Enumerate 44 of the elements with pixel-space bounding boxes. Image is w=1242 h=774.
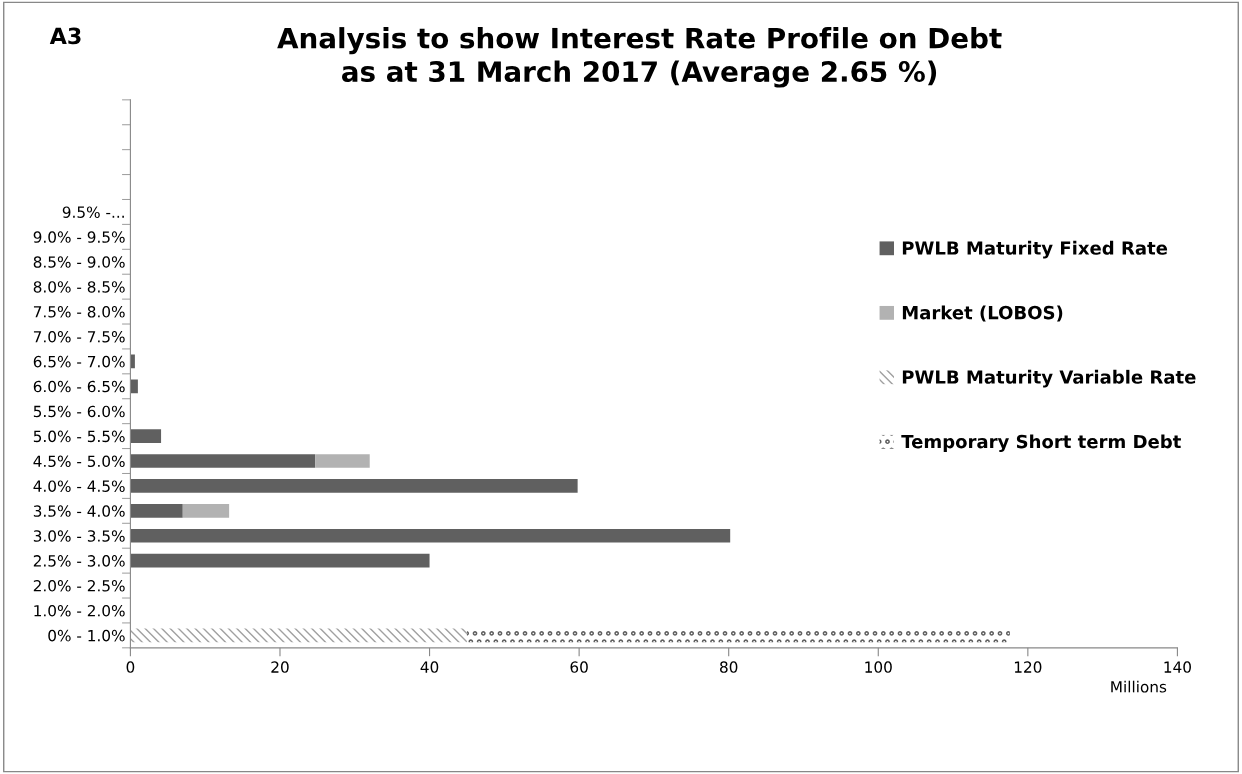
x-tick-label: 140 <box>1164 661 1191 673</box>
legend-label: PWLB Maturity Variable Rate <box>902 369 1196 388</box>
legend-label: Temporary Short term Debt <box>901 434 1181 453</box>
y-tick-label: 6.5% - 7.0% <box>33 355 125 368</box>
y-tick-label: 4.5% - 5.0% <box>33 455 125 468</box>
chart-title: Analysis to show Interest Rate Profile on Debt as at 31 March 2017 (Average 2.65 %) <box>277 27 1002 88</box>
y-tick-label: 7.0% - 7.5% <box>33 330 125 343</box>
x-tick-label: 80 <box>720 661 738 673</box>
y-tick-label: 1.0% - 2.0% <box>34 604 125 617</box>
bar <box>315 454 370 468</box>
x-tick-label: 120 <box>1014 661 1042 673</box>
y-tick-label: 8.0% - 8.5% <box>33 281 125 293</box>
x-tick-label: 0 <box>126 661 135 673</box>
y-tick-label: 9.5% -... <box>62 206 124 218</box>
y-tick-label: 5.5% - 6.0% <box>33 405 125 418</box>
text: A3 <box>49 27 81 45</box>
legend-label: PWLB Maturity Fixed Rate <box>902 240 1168 259</box>
bar <box>466 628 1010 643</box>
bar <box>130 379 138 394</box>
bar <box>130 528 731 543</box>
bar <box>130 553 430 568</box>
legend-label: Market (LOBOS) <box>902 305 1063 322</box>
y-tick-label: 7.5% - 8.0% <box>33 306 125 318</box>
bar <box>182 503 230 518</box>
y-tick-label: 0% - 1.0% <box>48 629 125 642</box>
y-tick-label: 3.0% - 3.5% <box>33 530 125 542</box>
y-tick-label: 6.0% - 6.5% <box>33 380 125 393</box>
x-axis-title: Millions <box>1111 680 1167 693</box>
x-tick-label: 60 <box>570 661 588 673</box>
x-tick-label: 40 <box>420 661 439 673</box>
bar <box>130 628 467 643</box>
y-tick-label: 5.0% - 5.5% <box>33 430 125 443</box>
y-tick-label: 8.5% - 9.0% <box>33 256 125 268</box>
bar <box>130 429 162 443</box>
bar <box>130 503 183 518</box>
x-tick-label: 20 <box>271 661 289 673</box>
y-tick-label: 3.5% - 4.0% <box>33 505 125 517</box>
y-tick-label: 9.0% - 9.5% <box>33 231 125 243</box>
bar <box>130 454 316 468</box>
y-tick-label: 2.0% - 2.5% <box>33 580 125 592</box>
y-tick-label: 4.0% - 4.5% <box>33 480 125 492</box>
y-tick-label: 2.5% - 3.0% <box>33 555 125 567</box>
x-tick-label: 100 <box>865 661 892 673</box>
bar <box>130 479 578 493</box>
